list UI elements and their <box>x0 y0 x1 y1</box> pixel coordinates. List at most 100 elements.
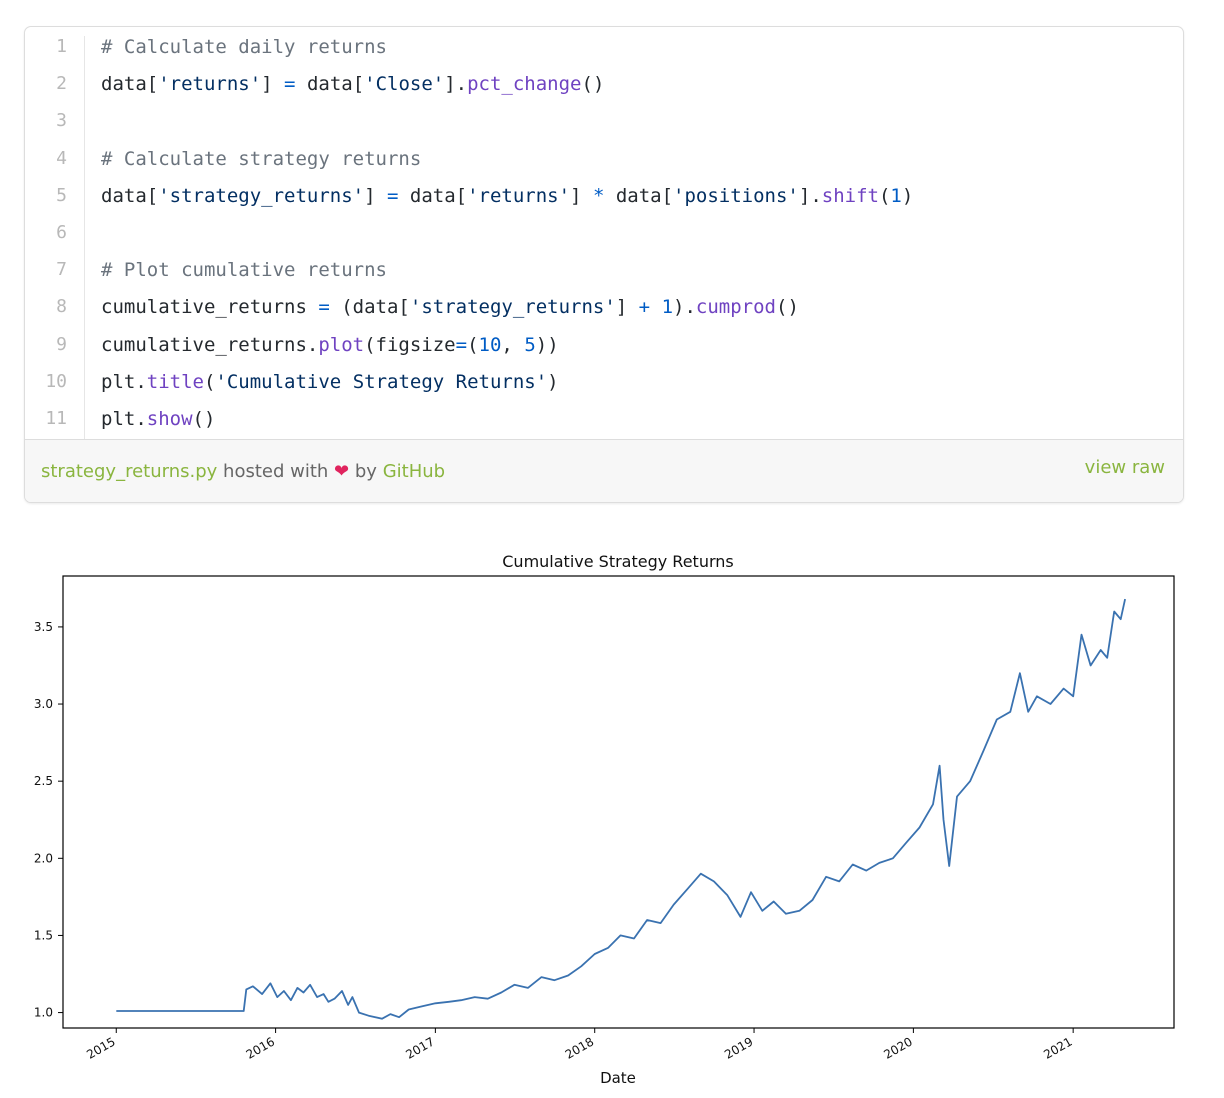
code-token: * <box>592 184 605 207</box>
code-token: cumulative_returns <box>101 296 319 319</box>
code-token: cumulative_returns. <box>101 333 319 356</box>
code-token: ] <box>615 296 639 319</box>
x-tick-label: 2018 <box>563 1034 596 1061</box>
code-token: + <box>638 296 651 319</box>
gist-credit: strategy_returns.py hosted with ❤ by Git… <box>41 461 445 482</box>
code-token: , <box>501 333 525 356</box>
gist-embed: 1 # Calculate daily returns 2 data['returns… <box>24 26 1184 503</box>
code-token: cumprod <box>695 296 776 319</box>
code-token: ( <box>878 184 891 207</box>
code-token: (data[ <box>329 296 410 319</box>
code-token: # Plot cumulative returns <box>101 259 387 282</box>
line-number: 6 <box>25 221 85 260</box>
code-token: data[ <box>295 73 365 96</box>
code-text: data['strategy_returns'] = data['returns… <box>101 185 913 207</box>
code-token: ( <box>467 333 479 356</box>
code-token: pct_change <box>467 73 582 96</box>
code-token: shift <box>821 184 879 207</box>
code-text: # Plot cumulative returns <box>101 259 387 281</box>
code-token: 5 <box>524 333 536 356</box>
code-token: 'Cumulative Strategy Returns' <box>215 370 548 393</box>
code-token: 'positions' <box>673 184 799 207</box>
x-tick-label: 2015 <box>84 1034 117 1061</box>
code-line: 8 cumulative_returns = (data['strategy_re… <box>25 296 1183 334</box>
github-link[interactable]: GitHub <box>382 461 446 482</box>
x-axis: 2015 2016 2017 2018 2019 2020 2021 <box>84 1028 1075 1062</box>
code-line: 4 # Calculate strategy returns <box>25 147 1183 185</box>
code-token: show <box>146 407 193 430</box>
code-line: 3 <box>25 110 1183 148</box>
code-text: cumulative_returns = (data['strategy_ret… <box>101 296 799 318</box>
code-token: = <box>284 73 296 96</box>
line-number: 8 <box>25 296 85 334</box>
view-raw-wrapper: view raw <box>1085 457 1165 478</box>
code-token: 'returns' <box>467 184 571 207</box>
code-text: data['returns'] = data['Close'].pct_chan… <box>101 73 604 95</box>
y-tick-label: 3.0 <box>34 697 53 711</box>
y-tick-label: 2.0 <box>34 851 53 865</box>
code-token: ) <box>547 370 559 393</box>
code-token: 1 <box>890 184 902 207</box>
code-token: () <box>192 407 216 430</box>
code-token: data[ <box>101 184 159 207</box>
code-token: 1 <box>661 296 674 319</box>
x-tick-label: 2019 <box>722 1034 755 1061</box>
code-token: = <box>318 296 330 319</box>
line-number: 11 <box>25 407 85 446</box>
code-token: ( <box>203 370 216 393</box>
code-token: ) <box>901 184 914 207</box>
code-token: # Calculate daily returns <box>101 36 387 58</box>
y-tick-label: 2.5 <box>34 774 53 788</box>
line-number: 7 <box>25 259 85 297</box>
code-token: plot <box>318 333 365 356</box>
code-token <box>650 296 661 318</box>
x-axis-label: Date <box>600 1069 636 1087</box>
cumulative-returns-chart: Cumulative Strategy Returns 1.0 1.5 2.0 2.5… <box>34 552 1175 1087</box>
heart-icon: ❤ <box>334 461 350 482</box>
code-line: 7 # Plot cumulative returns <box>25 259 1183 297</box>
line-number: 3 <box>25 110 85 148</box>
code-token: () <box>776 296 799 319</box>
plot-frame <box>62 575 1175 1029</box>
x-tick-label: 2021 <box>1041 1034 1074 1061</box>
code-token: ] <box>364 184 387 207</box>
code-token: title <box>146 370 204 393</box>
x-tick-label: 2020 <box>881 1034 914 1061</box>
line-number: 4 <box>25 147 85 185</box>
code-line: 6 <box>25 221 1183 260</box>
code-token: data[ <box>398 184 468 207</box>
hosted-with-text: hosted with <box>223 461 329 482</box>
series-line-cumulative-returns <box>116 598 1126 1020</box>
gist-file-link[interactable]: strategy_returns.py <box>41 461 218 482</box>
code-line: 1 # Calculate daily returns <box>25 36 1183 74</box>
by-text: by <box>354 461 377 482</box>
code-token: ] <box>570 184 593 207</box>
code-token: () <box>581 73 605 96</box>
code-token: (figsize <box>364 333 456 356</box>
code-token: = <box>387 184 399 207</box>
code-line: 11 plt.show() <box>25 407 1183 446</box>
code-token: 10 <box>478 333 502 356</box>
y-axis: 1.0 1.5 2.0 2.5 3.0 3.5 <box>34 620 63 1020</box>
x-tick-label: 2017 <box>403 1034 436 1061</box>
code-text: plt.title('Cumulative Strategy Returns') <box>101 371 559 393</box>
code-token: ]. <box>798 184 822 207</box>
gist-footer: strategy_returns.py hosted with ❤ by Git… <box>25 439 1183 502</box>
code-line: 10 plt.title('Cumulative Strategy Returns… <box>25 370 1183 408</box>
y-tick-label: 1.5 <box>34 928 53 942</box>
code-line: 2 data['returns'] = data['Close'].pct_cha… <box>25 73 1183 111</box>
code-text: # Calculate daily returns <box>101 36 387 58</box>
code-line: 5 data['strategy_returns'] = data['return… <box>25 184 1183 222</box>
line-number: 2 <box>25 73 85 111</box>
code-token: 'strategy_returns' <box>158 184 365 207</box>
code-token: = <box>455 333 468 356</box>
chart-title: Cumulative Strategy Returns <box>502 552 733 571</box>
code-line: 9 cumulative_returns.plot(figsize=(10, 5)… <box>25 333 1183 371</box>
y-tick-label: 1.0 <box>34 1006 53 1020</box>
line-number: 5 <box>25 184 85 222</box>
line-number: 1 <box>25 36 85 74</box>
code-text: plt.show() <box>101 408 215 430</box>
code-text: cumulative_returns.plot(figsize=(10, 5)) <box>101 334 559 356</box>
view-raw-link[interactable]: view raw <box>1084 457 1165 478</box>
line-number: 9 <box>25 333 85 371</box>
